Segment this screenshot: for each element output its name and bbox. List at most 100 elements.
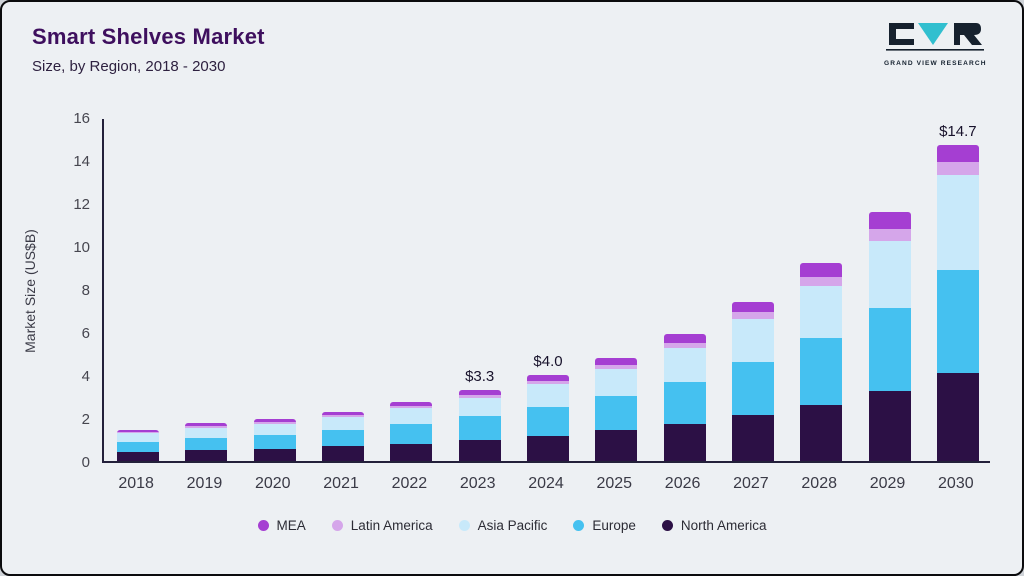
y-axis: 0 2 4 6 8 10 12 14 16 (52, 110, 90, 471)
logo-text: GRAND VIEW RESEARCH (884, 60, 987, 67)
bar-2028 (800, 263, 843, 461)
x-tick-label: 2026 (664, 475, 701, 492)
bar-segment-latin-america (595, 364, 638, 369)
bar-segment-north-america (800, 405, 843, 461)
bar-segment-north-america (185, 450, 228, 461)
bar-annotation-2023: $3.3 (465, 368, 495, 386)
x-tick-label: 2018 (118, 475, 154, 492)
x-tick-label: 2019 (186, 475, 223, 492)
bar-segment-north-america (663, 423, 706, 461)
bar-segment-latin-america (936, 162, 979, 176)
grand-view-research-logo: GRAND VIEW RESEARCH (884, 20, 986, 67)
bar-2026 (663, 334, 706, 461)
x-tick-label: 2020 (254, 475, 291, 492)
y-tick-label: 16 (73, 110, 90, 127)
bar-segment-north-america (458, 439, 501, 461)
x-tick-label: 2021 (323, 475, 359, 492)
bar-segment-asia-pacific (390, 408, 433, 424)
bar-segment-mea (868, 211, 911, 229)
bar-segment-north-america (868, 391, 911, 461)
y-tick-label: 14 (73, 153, 90, 170)
x-tick-label: 2025 (596, 475, 633, 492)
bar-segment-asia-pacific (936, 175, 979, 270)
bar-segment-mea (731, 301, 774, 313)
bar-segment-europe (731, 361, 774, 416)
bar-segment-europe (868, 308, 911, 392)
x-tick-label: 2022 (391, 475, 428, 492)
y-tick-label: 10 (73, 239, 90, 256)
bar-2023 (458, 390, 501, 461)
bar-segment-north-america (936, 372, 979, 461)
bar-segment-asia-pacific (458, 397, 501, 417)
bar-segment-latin-america (663, 342, 706, 348)
bar-segment-europe (458, 416, 501, 440)
page-subtitle: Size, by Region, 2018 - 2030 (32, 58, 226, 75)
bar-segment-asia-pacific (800, 285, 843, 339)
bar-2027 (731, 301, 774, 461)
bar-segment-asia-pacific (322, 416, 365, 431)
x-tick-label: 2027 (733, 475, 769, 492)
legend-label: MEA (276, 518, 306, 533)
bar-2021 (322, 411, 365, 461)
legend-item-north-america: North America (661, 518, 767, 533)
y-tick-label: 0 (81, 454, 90, 471)
bar-segment-asia-pacific (595, 368, 638, 397)
bar-segment-mea (390, 401, 433, 406)
legend-label: Europe (592, 518, 636, 533)
y-axis-title: Market Size (US$B) (20, 119, 40, 463)
bar-segment-latin-america (185, 425, 228, 428)
bar-segment-north-america (527, 435, 569, 461)
bar-segment-europe (390, 424, 433, 444)
bar-segment-latin-america (527, 380, 569, 385)
legend-dot-icon (458, 520, 470, 531)
legend-dot-icon (257, 520, 269, 531)
y-axis-title-text: Market Size (US$B) (22, 229, 39, 353)
bar-segment-asia-pacific (185, 427, 228, 438)
x-tick-label: 2024 (528, 475, 564, 492)
bar-annotation-2030: $14.7 (939, 122, 977, 140)
bar-segment-mea (253, 419, 296, 422)
bar-segment-mea (117, 429, 160, 432)
bar-segment-mea (663, 334, 706, 343)
x-axis: 2018 2019 2020 2021 2022 2023 2024 2025 2026 2027… (102, 475, 990, 499)
bar-segment-europe (527, 407, 569, 436)
bar-segment-europe (185, 437, 228, 451)
bar-segment-latin-america (800, 277, 843, 286)
legend-dot-icon (661, 520, 673, 531)
bar-segment-latin-america (868, 228, 911, 241)
bar-2030 (936, 144, 979, 461)
bar-segment-europe (253, 434, 296, 449)
bar-2018 (117, 429, 160, 461)
plot-area: $3.3 $4.0 $14.7 (102, 119, 990, 463)
bar-segment-asia-pacific (117, 433, 160, 442)
bar-2024 (527, 375, 569, 461)
bar-segment-asia-pacific (663, 347, 706, 382)
bar-segment-mea (458, 390, 501, 395)
bar-segment-europe (117, 441, 160, 452)
y-tick-label: 2 (81, 411, 90, 428)
bar-segment-mea (322, 411, 365, 415)
legend-dot-icon (573, 520, 585, 531)
legend-item-mea: MEA (257, 518, 306, 533)
bar-2022 (390, 401, 433, 461)
y-tick-label: 6 (81, 325, 90, 342)
bar-segment-mea (800, 263, 843, 278)
y-tick-label: 8 (81, 282, 90, 299)
bar-2029 (868, 211, 911, 461)
bar-segment-latin-america (390, 405, 433, 409)
legend-item-europe: Europe (573, 518, 636, 533)
legend-label: Latin America (350, 518, 433, 533)
bar-segment-europe (936, 269, 979, 373)
bar-segment-mea (936, 144, 979, 163)
bar-segment-europe (595, 396, 638, 431)
bar-segment-latin-america (117, 431, 160, 434)
bar-segment-north-america (322, 446, 365, 461)
legend-label: North America (680, 518, 767, 533)
legend-item-latin-america: Latin America (331, 518, 433, 533)
bar-segment-latin-america (253, 421, 296, 424)
bar-segment-asia-pacific (868, 240, 911, 309)
bar-2020 (253, 419, 296, 461)
bar-annotation-2024: $4.0 (533, 353, 563, 370)
page-title: Smart Shelves Market (32, 24, 265, 49)
